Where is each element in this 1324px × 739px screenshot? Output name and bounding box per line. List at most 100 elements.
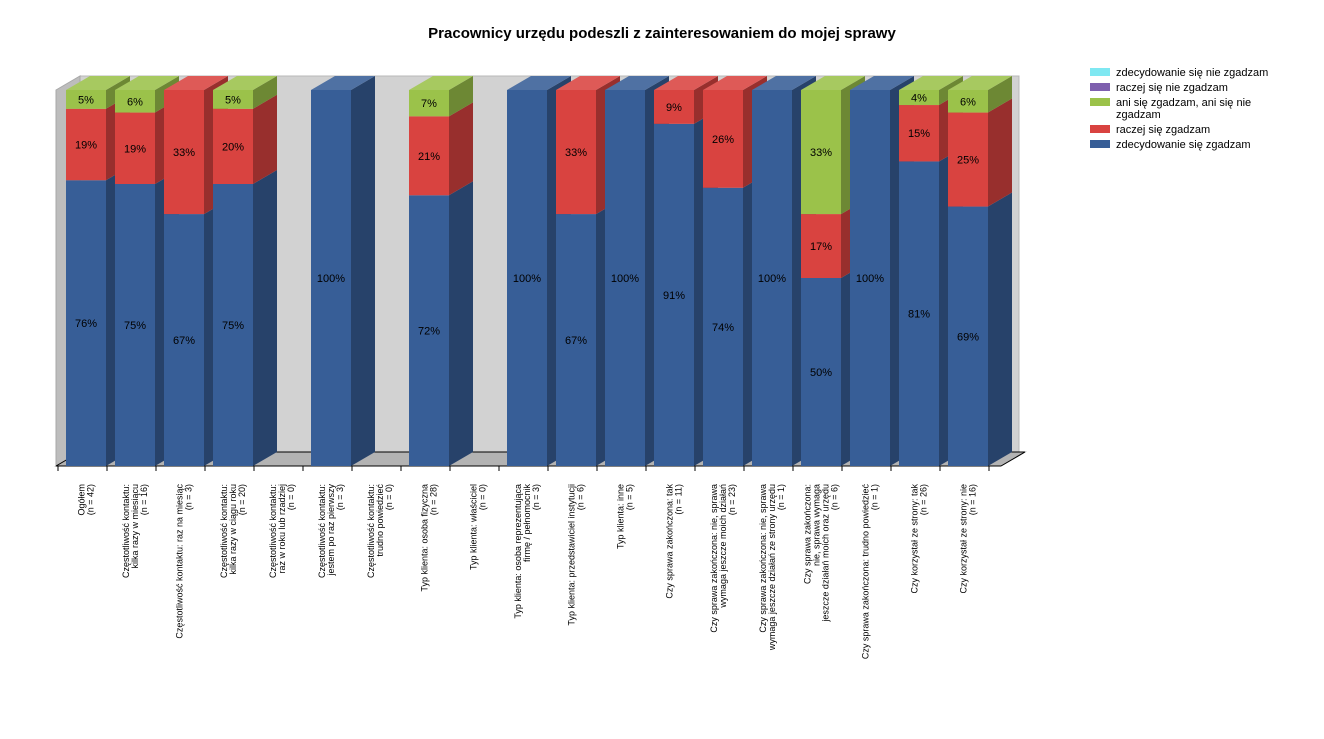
- chart-title: Pracownicy urzędu podeszli z zainteresow…: [428, 25, 896, 42]
- bar-segment: [213, 108, 253, 184]
- category-label-line: (n = 3): [184, 484, 194, 510]
- bar-top: [801, 76, 865, 90]
- data-label: 91%: [663, 290, 685, 302]
- bar-segment: [801, 90, 841, 215]
- data-label: 33%: [173, 147, 195, 159]
- data-label: 15%: [908, 128, 930, 140]
- bar-segment: [507, 90, 547, 466]
- bar-stack: 75% 20% 5%: [213, 76, 277, 466]
- category-label-line: Częstotliwość kontaktu:: [317, 484, 327, 578]
- bar-segment: [752, 90, 792, 466]
- legend-swatch: [1090, 140, 1110, 148]
- bar-stack: 72% 21% 7%: [409, 76, 473, 466]
- bar-top: [850, 76, 914, 90]
- category-label: Częstotliwość kontaktu: raz na miesiąc (n…: [175, 484, 194, 639]
- data-label: 33%: [810, 147, 832, 159]
- bar-segment: [66, 90, 106, 109]
- bar-segment: [801, 278, 841, 466]
- data-label: 9%: [666, 102, 682, 114]
- legend-item: raczej się zgadzam: [1090, 124, 1210, 136]
- bar-segment: [66, 108, 106, 181]
- category-label: Czy sprawa zakończona: nie, sprawa wymaga…: [709, 484, 737, 633]
- data-label: 5%: [225, 94, 241, 106]
- bar-segment: [115, 112, 155, 184]
- category-label: Czy korzystał ze strony: tak (n = 26): [910, 484, 929, 594]
- data-label: 4%: [911, 93, 927, 105]
- data-label: 17%: [810, 241, 832, 253]
- bar-side: [253, 76, 277, 109]
- data-label: 20%: [222, 141, 244, 153]
- category-label-line: Czy sprawa zakończona: trudno powiedzieć: [861, 484, 871, 660]
- legend: zdecydowanie się nie zgadzam raczej się n…: [1090, 67, 1268, 151]
- bar-top: [654, 76, 718, 90]
- bar-side: [253, 170, 277, 466]
- bars: 76% 19% 5% 75% 19% 6% 67% 33% 75% 20% 5% 100% 72% 21%…: [66, 76, 1012, 467]
- legend-swatch: [1090, 68, 1110, 76]
- data-label: 5%: [78, 94, 94, 106]
- category-labels: Ogółem (n = 42) Częstotliwość kontaktu: kil…: [77, 484, 978, 660]
- category-label-line: jeszcze działań moich oraz urzędu: [821, 484, 831, 623]
- category-label-line: Typ klienta: właściciel: [469, 484, 479, 570]
- data-label: 100%: [856, 273, 884, 285]
- category-label-line: (n = 6): [830, 484, 840, 510]
- category-label: Czy sprawa zakończona: trudno powiedzieć…: [861, 484, 880, 660]
- category-label-line: (n = 3): [335, 484, 345, 510]
- data-label: 81%: [908, 309, 930, 321]
- bar-side: [449, 181, 473, 466]
- bar-segment: [164, 90, 204, 215]
- category-label: Czy korzystał ze strony: nie (n = 16): [959, 484, 978, 594]
- bar-segment: [654, 123, 694, 466]
- category-label-line: (n = 1): [870, 484, 880, 510]
- category-label-line: (n = 0): [384, 484, 394, 510]
- bar-segment: [654, 90, 694, 124]
- category-label-line: (n = 26): [919, 484, 929, 515]
- category-label-line: Typ klienta: inne: [616, 484, 626, 549]
- category-label-line: (n = 28): [429, 484, 439, 515]
- data-label: 75%: [222, 320, 244, 332]
- category-label-line: (n = 20): [237, 484, 247, 515]
- data-label: 6%: [127, 96, 143, 108]
- bar-top: [703, 76, 767, 90]
- category-label-line: Czy sprawa zakończona: nie, sprawa: [758, 484, 768, 633]
- bar-segment: [556, 214, 596, 466]
- category-label-line: (n = 16): [139, 484, 149, 515]
- category-label-line: Częstotliwość kontaktu:: [366, 484, 376, 578]
- category-label: Typ klienta: osoba fizyczna (n = 28): [420, 484, 439, 592]
- category-label-line: (n = 5): [625, 484, 635, 510]
- legend-item: zdecydowanie się zgadzam: [1090, 139, 1251, 151]
- bar-segment: [213, 90, 253, 109]
- bar-side: [988, 192, 1012, 466]
- category-label: Czy sprawa zakończona: nie, sprawa wymaga…: [803, 484, 840, 623]
- bar-side: [449, 76, 473, 117]
- category-label: Częstotliwość kontaktu: trudno powiedzieć…: [366, 484, 394, 579]
- bar-top: [409, 76, 473, 90]
- bar-segment: [115, 184, 155, 466]
- category-label-line: (n = 11): [674, 484, 684, 515]
- category-label-line: nie, sprawa wymaga: [812, 484, 822, 566]
- data-label: 25%: [957, 155, 979, 167]
- legend-label: zdecydowanie się zgadzam: [1116, 139, 1251, 151]
- bar-side: [449, 102, 473, 196]
- bar-segment: [948, 112, 988, 207]
- category-label: Ogółem (n = 42): [77, 484, 96, 516]
- category-label: Częstotliwość kontaktu: kilka razy w ciąg…: [219, 484, 247, 578]
- bar-top: [311, 76, 375, 90]
- bar-segment: [66, 180, 106, 467]
- data-label: 74%: [712, 322, 734, 334]
- bar-segment: [605, 90, 645, 466]
- category-label-line: (n = 3): [531, 484, 541, 510]
- category-label-line: Częstotliwość kontaktu:: [121, 484, 131, 578]
- category-label-line: Czy korzystał ze strony: nie: [959, 484, 969, 594]
- bar-stack: 69% 25% 6%: [948, 76, 1012, 466]
- category-label-line: Częstotliwość kontaktu: raz na miesiąc: [175, 484, 185, 639]
- legend-item: raczej się nie zgadzam: [1090, 82, 1228, 94]
- legend-label: zdecydowanie się nie zgadzam: [1116, 67, 1268, 79]
- data-label: 19%: [124, 143, 146, 155]
- data-label: 67%: [565, 335, 587, 347]
- legend-label: raczej się nie zgadzam: [1116, 82, 1228, 94]
- data-label: 6%: [960, 96, 976, 108]
- legend-item: zdecydowanie się nie zgadzam: [1090, 67, 1268, 79]
- category-label-line: wymaga jeszcze moich działań: [718, 484, 728, 609]
- bar-top: [164, 76, 228, 90]
- category-label-line: (n = 0): [478, 484, 488, 510]
